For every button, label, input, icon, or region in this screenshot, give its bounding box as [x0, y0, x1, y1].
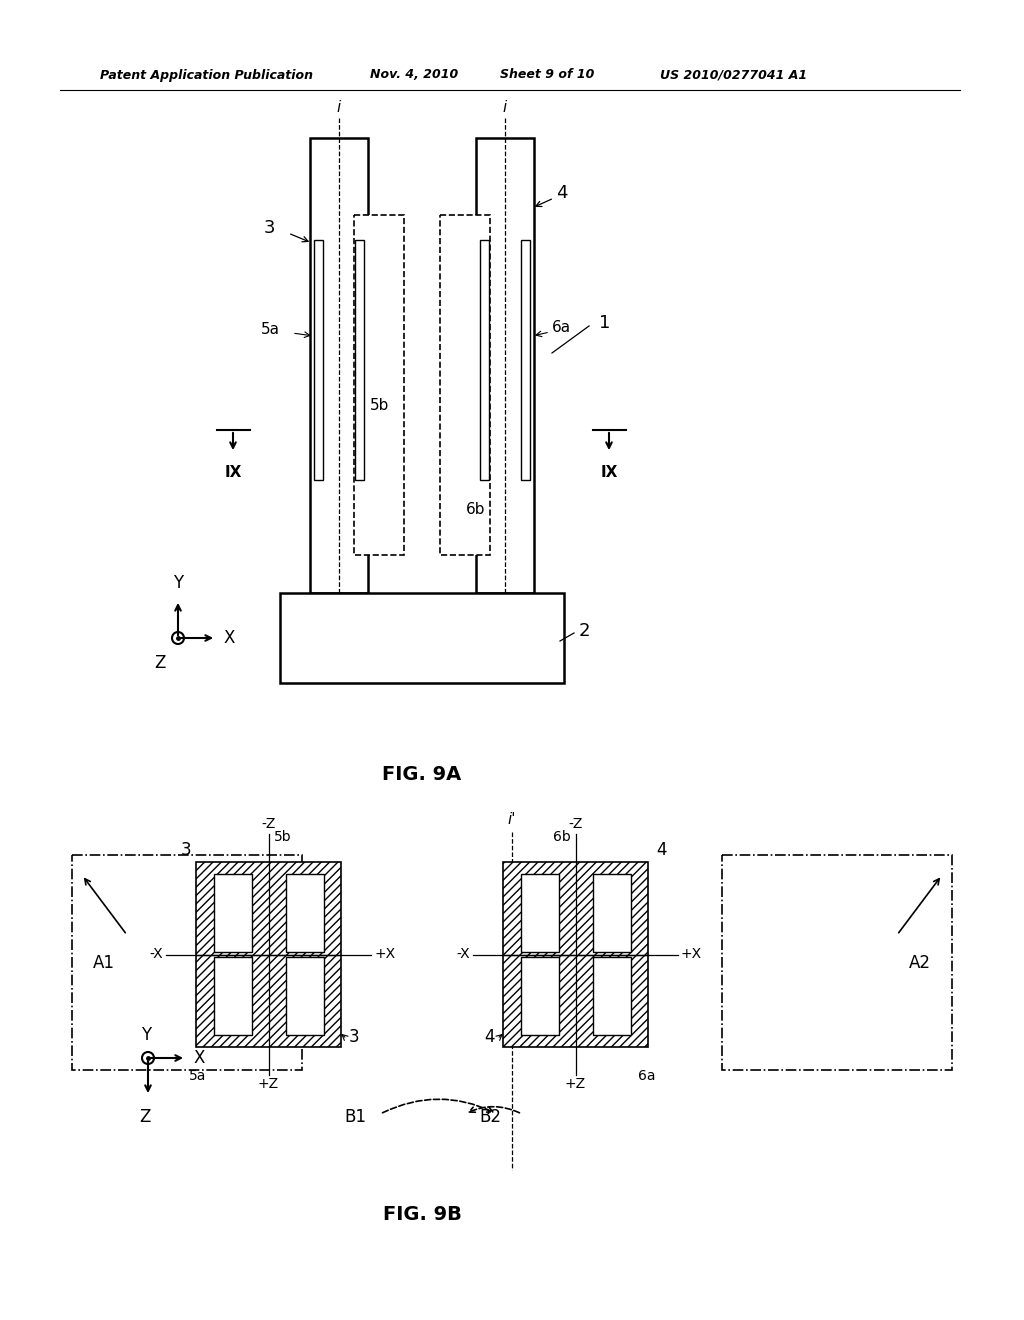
Bar: [314, 240, 323, 480]
Text: Sheet 9 of 10: Sheet 9 of 10: [500, 69, 594, 82]
Text: A1: A1: [93, 954, 115, 972]
Bar: [310, 139, 368, 593]
Text: US 2010/0277041 A1: US 2010/0277041 A1: [660, 69, 807, 82]
Text: +X: +X: [374, 948, 395, 961]
Text: Nov. 4, 2010: Nov. 4, 2010: [370, 69, 459, 82]
Bar: [521, 240, 530, 480]
Text: A2: A2: [909, 954, 931, 972]
Text: Patent Application Publication: Patent Application Publication: [100, 69, 313, 82]
Text: i: i: [503, 100, 507, 115]
Text: Z: Z: [139, 1107, 151, 1126]
Text: -Z: -Z: [261, 817, 275, 832]
Text: +Z: +Z: [258, 1077, 280, 1092]
Text: -Z: -Z: [568, 817, 583, 832]
Text: -X: -X: [150, 948, 163, 961]
Bar: [196, 862, 341, 1047]
Bar: [476, 139, 534, 593]
Text: 6b: 6b: [553, 830, 570, 843]
Bar: [214, 874, 252, 952]
Bar: [440, 215, 490, 554]
Text: 5b: 5b: [370, 397, 389, 412]
Text: IX: IX: [600, 465, 617, 480]
Bar: [521, 874, 559, 952]
Text: 1: 1: [599, 314, 610, 333]
Text: i: i: [337, 100, 341, 115]
Bar: [480, 240, 489, 480]
Bar: [214, 957, 252, 1035]
Text: X: X: [224, 630, 236, 647]
Text: 2: 2: [579, 622, 591, 640]
Text: +Z: +Z: [565, 1077, 586, 1092]
Bar: [503, 862, 648, 1047]
Bar: [593, 957, 631, 1035]
Bar: [286, 874, 324, 952]
Text: FIG. 9A: FIG. 9A: [382, 766, 462, 784]
Text: 5a: 5a: [261, 322, 280, 338]
Text: Z: Z: [155, 653, 166, 672]
Text: X: X: [194, 1049, 206, 1067]
Bar: [354, 215, 404, 554]
Text: +X: +X: [681, 948, 702, 961]
Bar: [72, 855, 302, 1071]
Text: FIG. 9B: FIG. 9B: [383, 1205, 462, 1225]
Text: B1: B1: [344, 1107, 366, 1126]
Text: Y: Y: [141, 1026, 152, 1044]
Text: 3: 3: [180, 841, 191, 859]
Bar: [280, 593, 564, 682]
Bar: [355, 240, 364, 480]
Bar: [593, 874, 631, 952]
Text: 6b: 6b: [466, 503, 485, 517]
Text: i': i': [508, 812, 516, 828]
Text: 4: 4: [484, 1028, 495, 1045]
Text: IX: IX: [224, 465, 242, 480]
Text: 3: 3: [263, 219, 275, 238]
Bar: [286, 957, 324, 1035]
Bar: [722, 855, 952, 1071]
Text: B2: B2: [479, 1107, 501, 1126]
Text: Y: Y: [173, 574, 183, 591]
Text: 4: 4: [656, 841, 667, 859]
Text: 4: 4: [556, 183, 567, 202]
Text: 3: 3: [349, 1028, 359, 1045]
Bar: [521, 957, 559, 1035]
Text: 6a: 6a: [552, 321, 571, 335]
Text: 5b: 5b: [273, 830, 291, 843]
Text: 6a: 6a: [638, 1069, 655, 1082]
Text: 5a: 5a: [188, 1069, 206, 1082]
Text: -X: -X: [457, 948, 470, 961]
